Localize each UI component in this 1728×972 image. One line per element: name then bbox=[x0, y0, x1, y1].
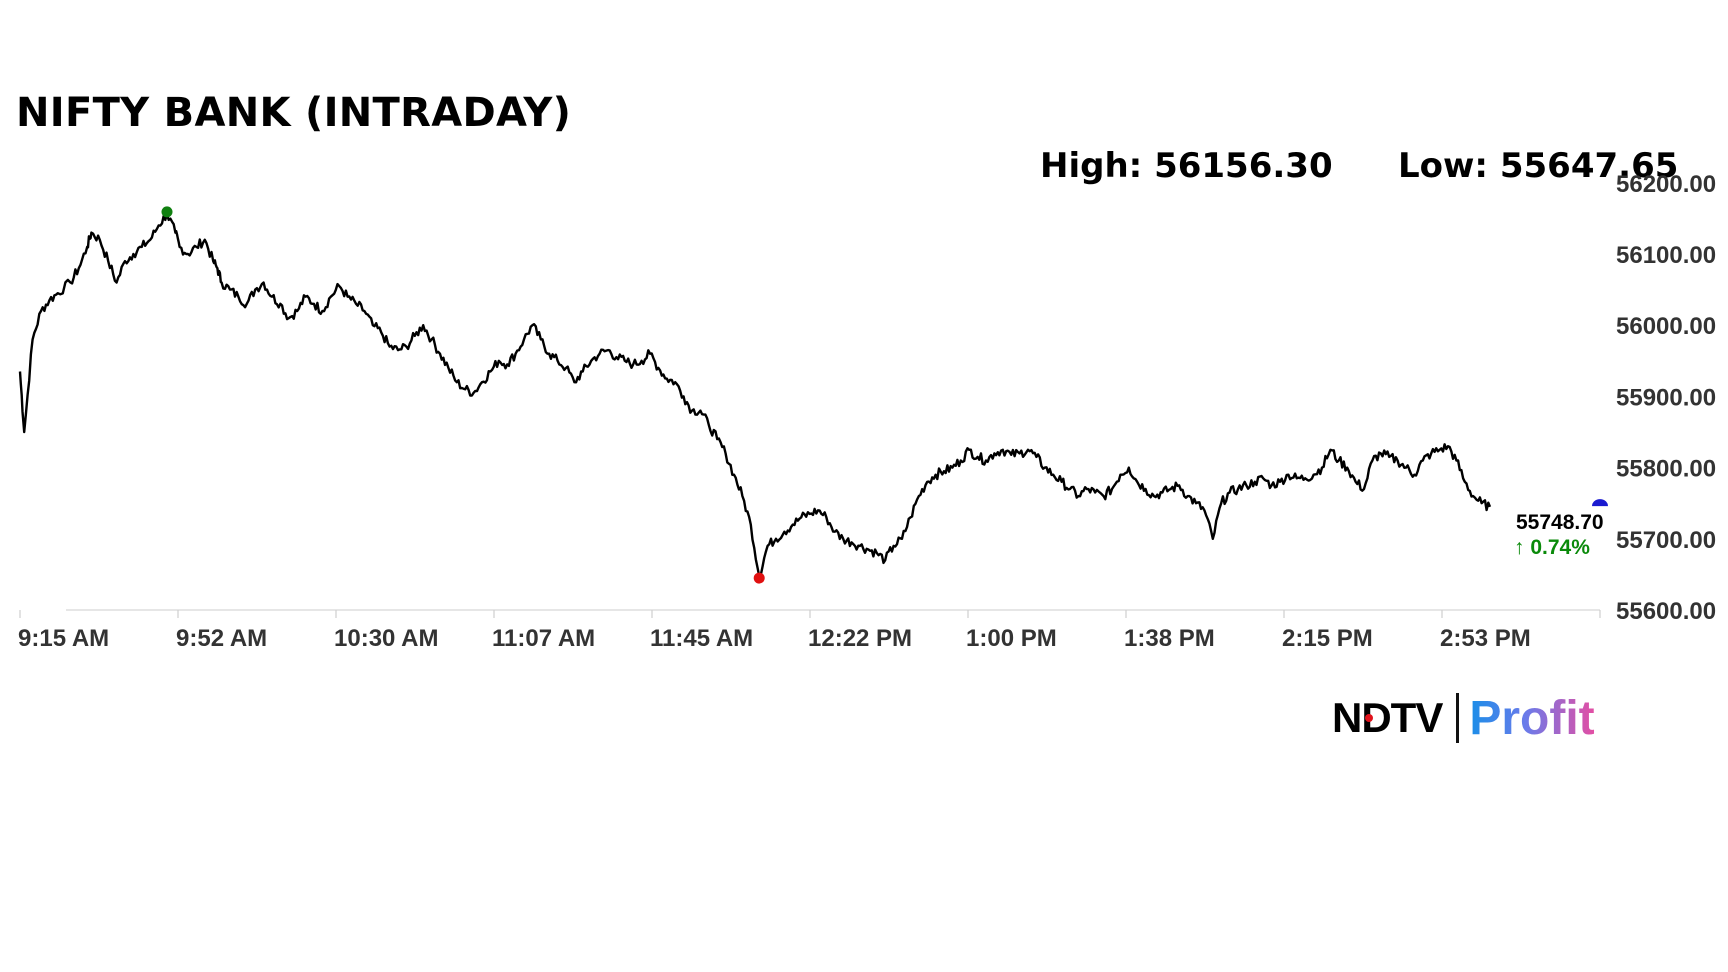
x-tick-label: 2:15 PM bbox=[1282, 625, 1373, 652]
y-tick-label: 56000.00 bbox=[1616, 313, 1716, 340]
x-axis-ticks: 9:15 AM 9:52 AM 10:30 AM 11:07 AM 11:45 AM 12… bbox=[18, 610, 1601, 652]
brand-ndtv: NDTV bbox=[1332, 694, 1443, 741]
x-tick-label: 1:38 PM bbox=[1124, 625, 1215, 652]
ndtv-profit-logo: NDTV Profit bbox=[1332, 691, 1595, 745]
y-tick-label: 55600.00 bbox=[1616, 598, 1716, 625]
x-tick-label: 9:52 AM bbox=[176, 625, 267, 652]
x-tick-label: 2:53 PM bbox=[1440, 625, 1531, 652]
low-stat: Low: 55647.65 bbox=[1398, 146, 1679, 186]
x-tick-label: 12:22 PM bbox=[808, 625, 912, 652]
x-tick-label: 11:07 AM bbox=[492, 625, 595, 652]
x-tick-label: 9:15 AM bbox=[18, 625, 109, 652]
chart-title: NIFTY BANK (INTRADAY) bbox=[16, 90, 572, 136]
y-tick-label: 55700.00 bbox=[1616, 527, 1716, 554]
y-tick-label: 55800.00 bbox=[1616, 456, 1716, 483]
y-tick-label: 55900.00 bbox=[1616, 384, 1716, 411]
x-tick-label: 11:45 AM bbox=[650, 625, 753, 652]
last-price-label: 55748.70 bbox=[1516, 511, 1604, 534]
y-axis-ticks: 55600.00 55700.00 55800.00 55900.00 56000.00… bbox=[1616, 171, 1716, 625]
logo-red-dot-icon bbox=[1365, 714, 1373, 722]
current-price-marker bbox=[1592, 499, 1608, 507]
change-percent-label: ↑ 0.74% bbox=[1514, 536, 1590, 559]
low-marker bbox=[753, 572, 765, 584]
x-tick-label: 10:30 AM bbox=[334, 625, 438, 652]
y-tick-label: 56100.00 bbox=[1616, 242, 1716, 269]
high-stat: High: 56156.30 bbox=[1040, 146, 1333, 186]
high-marker bbox=[161, 206, 173, 218]
brand-profit: Profit bbox=[1469, 691, 1595, 745]
price-line bbox=[18, 212, 1492, 578]
x-tick-label: 1:00 PM bbox=[966, 625, 1057, 652]
logo-divider bbox=[1456, 693, 1460, 743]
y-tick-label: 56200.00 bbox=[1616, 171, 1716, 198]
